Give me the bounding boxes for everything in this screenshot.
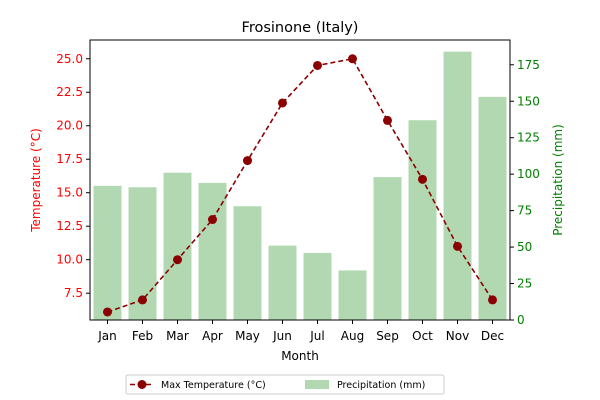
right-axis-label: Precipitation (mm) bbox=[551, 124, 565, 236]
left-axis: 7.5 10.0 12.5 15.0 17.5 20.0 22.5 25.0 bbox=[56, 52, 90, 300]
precip-bar bbox=[338, 270, 367, 320]
precip-bar bbox=[443, 51, 472, 321]
legend-precip-label: Precipitation (mm) bbox=[337, 380, 425, 391]
legend-precip-swatch bbox=[305, 380, 329, 389]
temp-point bbox=[348, 54, 357, 64]
temp-point bbox=[243, 156, 252, 166]
left-tick-label: 20.0 bbox=[56, 119, 83, 133]
precip-bar bbox=[198, 182, 227, 320]
line-layer bbox=[103, 54, 497, 317]
right-tick-label: 75 bbox=[517, 204, 532, 218]
temp-point bbox=[208, 215, 217, 225]
x-tick-label: Sep bbox=[376, 329, 399, 343]
precip-bar bbox=[408, 120, 437, 320]
x-tick-label: Jan bbox=[97, 329, 117, 343]
left-tick-label: 15.0 bbox=[56, 186, 83, 200]
right-tick-label: 25 bbox=[517, 277, 532, 291]
right-tick-label: 175 bbox=[517, 58, 540, 72]
precip-bar bbox=[303, 252, 332, 320]
left-tick-label: 17.5 bbox=[56, 152, 83, 166]
x-axis: Jan Feb Mar Apr May Jun Jul Aug Sep Oct Nov Dec bbox=[97, 320, 504, 343]
legend-temp-marker bbox=[137, 380, 147, 389]
x-tick-label: Apr bbox=[202, 329, 223, 343]
x-tick-label: Mar bbox=[166, 329, 189, 343]
legend-temp-label: Max Temperature (°C) bbox=[161, 380, 266, 391]
precip-bar bbox=[163, 172, 192, 320]
right-tick-label: 50 bbox=[517, 240, 532, 254]
temp-line bbox=[107, 57, 494, 313]
legend: Max Temperature (°C) Precipitation (mm) bbox=[125, 374, 445, 395]
temp-point bbox=[418, 174, 427, 184]
right-tick-label: 0 bbox=[517, 313, 525, 327]
legend-box bbox=[125, 374, 445, 395]
x-tick-label: Oct bbox=[412, 329, 433, 343]
bars-layer bbox=[93, 51, 507, 321]
left-axis-label: Temperature (°C) bbox=[29, 128, 43, 233]
x-tick-label: May bbox=[235, 329, 260, 343]
left-tick-label: 22.5 bbox=[56, 85, 83, 99]
temp-point bbox=[488, 295, 497, 305]
x-axis-label: Month bbox=[281, 349, 319, 363]
precip-bar bbox=[373, 177, 402, 320]
x-tick-label: Nov bbox=[446, 329, 469, 343]
precip-bar bbox=[233, 206, 262, 320]
chart-title: Frosinone (Italy) bbox=[242, 20, 359, 36]
x-tick-label: Jun bbox=[272, 329, 292, 343]
right-tick-label: 150 bbox=[517, 94, 540, 108]
left-tick-label: 12.5 bbox=[56, 219, 83, 233]
temp-point bbox=[138, 295, 147, 305]
temp-point bbox=[103, 307, 112, 317]
left-tick-label: 7.5 bbox=[64, 286, 83, 300]
x-tick-label: Feb bbox=[132, 329, 153, 343]
x-tick-label: Aug bbox=[341, 329, 364, 343]
right-tick-label: 100 bbox=[517, 167, 540, 181]
x-tick-label: Dec bbox=[481, 329, 504, 343]
right-axis: 0 25 50 75 100 125 150 175 bbox=[510, 58, 540, 327]
temp-point bbox=[453, 241, 462, 251]
precip-bar bbox=[478, 96, 507, 320]
left-tick-label: 10.0 bbox=[56, 253, 83, 267]
precip-bar bbox=[268, 245, 297, 320]
temp-point bbox=[278, 98, 287, 108]
precip-bar bbox=[93, 185, 122, 320]
right-tick-label: 125 bbox=[517, 131, 540, 145]
temp-point bbox=[313, 60, 322, 70]
plot-frame bbox=[89, 39, 511, 321]
temp-point bbox=[383, 115, 392, 125]
left-tick-label: 25.0 bbox=[56, 52, 83, 66]
x-tick-label: Jul bbox=[309, 329, 324, 343]
temp-point bbox=[173, 255, 182, 265]
